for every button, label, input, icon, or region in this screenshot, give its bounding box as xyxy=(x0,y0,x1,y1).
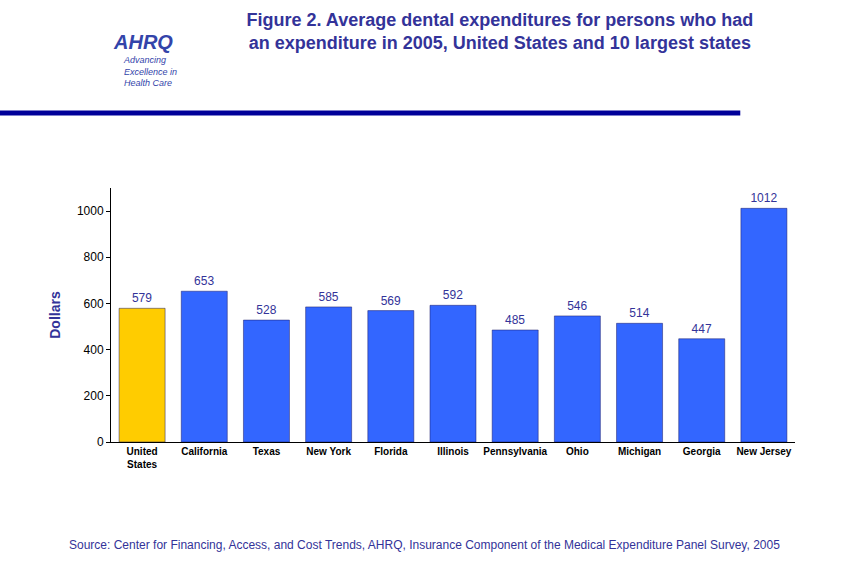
svg-text:New Jersey: New Jersey xyxy=(736,446,791,457)
svg-text:Figure 2. Average dental expen: Figure 2. Average dental expenditures fo… xyxy=(246,10,753,53)
svg-text:Source: Center for Financing,: Source: Center for Financing, Access, an… xyxy=(69,538,780,552)
svg-text:400: 400 xyxy=(84,343,104,357)
svg-text:800: 800 xyxy=(84,250,104,264)
svg-text:585: 585 xyxy=(318,290,338,304)
svg-text:New York: New York xyxy=(306,446,351,457)
svg-text:485: 485 xyxy=(505,313,525,327)
svg-text:Georgia: Georgia xyxy=(683,446,721,457)
svg-text:447: 447 xyxy=(692,322,712,336)
svg-text:AHRQ: AHRQ xyxy=(113,31,173,53)
svg-text:528: 528 xyxy=(256,303,276,317)
svg-text:200: 200 xyxy=(84,389,104,403)
svg-text:Michigan: Michigan xyxy=(618,446,661,457)
svg-text:Ohio: Ohio xyxy=(566,446,589,457)
svg-text:653: 653 xyxy=(194,274,214,288)
svg-text:California: California xyxy=(181,446,228,457)
svg-text:UnitedStates: UnitedStates xyxy=(127,446,158,470)
svg-text:Texas: Texas xyxy=(253,446,281,457)
svg-text:Illinois: Illinois xyxy=(437,446,469,457)
svg-text:1000: 1000 xyxy=(77,204,104,218)
svg-text:1012: 1012 xyxy=(750,191,777,205)
svg-text:600: 600 xyxy=(84,297,104,311)
svg-text:592: 592 xyxy=(443,288,463,302)
svg-text:514: 514 xyxy=(629,306,649,320)
svg-text:Dollars: Dollars xyxy=(47,291,63,339)
svg-text:Pennsylvania: Pennsylvania xyxy=(483,446,547,457)
svg-text:579: 579 xyxy=(132,291,152,305)
svg-text:546: 546 xyxy=(567,299,587,313)
svg-text:0: 0 xyxy=(97,435,104,449)
svg-text:569: 569 xyxy=(381,294,401,308)
svg-text:AdvancingExcellence inHealth C: AdvancingExcellence inHealth Care xyxy=(123,55,177,88)
svg-text:Florida: Florida xyxy=(374,446,408,457)
